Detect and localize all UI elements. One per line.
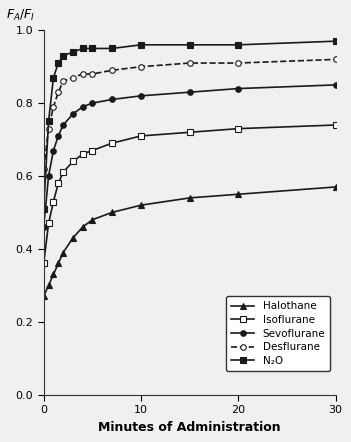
N₂O [90, 46, 94, 51]
Desflurane [110, 68, 114, 73]
Isoflurane [187, 130, 192, 135]
Desflurane [56, 90, 60, 95]
Isoflurane [80, 152, 85, 157]
Desflurane [90, 71, 94, 76]
X-axis label: Minutes of Administration: Minutes of Administration [98, 421, 281, 434]
N₂O [187, 42, 192, 47]
Desflurane [139, 64, 143, 69]
Isoflurane [46, 221, 51, 226]
Sevoflurane [41, 225, 46, 230]
Sevoflurane [61, 122, 65, 128]
Isoflurane [56, 181, 60, 186]
N₂O [110, 46, 114, 51]
Legend: Halothane, Isoflurane, Sevoflurane, Desflurane, N₂O: Halothane, Isoflurane, Sevoflurane, Desf… [226, 296, 330, 371]
Line: Sevoflurane: Sevoflurane [41, 82, 338, 230]
Isoflurane [41, 261, 46, 266]
Halothane [236, 191, 240, 197]
Isoflurane [236, 126, 240, 131]
Sevoflurane [110, 97, 114, 102]
Sevoflurane [71, 111, 75, 117]
Line: N₂O: N₂O [41, 38, 338, 212]
Sevoflurane [139, 93, 143, 99]
Desflurane [71, 75, 75, 80]
N₂O [80, 46, 85, 51]
Text: $F_A/F_I$: $F_A/F_I$ [6, 8, 35, 23]
Halothane [41, 293, 46, 299]
Desflurane [187, 61, 192, 66]
Isoflurane [90, 148, 94, 153]
Halothane [110, 210, 114, 215]
N₂O [61, 53, 65, 58]
N₂O [139, 42, 143, 47]
Desflurane [51, 104, 55, 110]
Desflurane [46, 126, 51, 131]
Line: Desflurane: Desflurane [41, 57, 338, 171]
N₂O [333, 38, 338, 44]
Halothane [333, 184, 338, 190]
Halothane [187, 195, 192, 201]
Isoflurane [110, 141, 114, 146]
Isoflurane [61, 170, 65, 175]
Halothane [51, 272, 55, 277]
Halothane [46, 283, 51, 288]
Line: Halothane: Halothane [41, 184, 338, 299]
Desflurane [236, 61, 240, 66]
Halothane [61, 250, 65, 255]
Isoflurane [51, 199, 55, 204]
Isoflurane [139, 133, 143, 139]
Sevoflurane [51, 148, 55, 153]
Desflurane [61, 79, 65, 84]
Line: Isoflurane: Isoflurane [41, 122, 338, 266]
Desflurane [41, 166, 46, 171]
N₂O [56, 61, 60, 66]
Sevoflurane [56, 133, 60, 139]
Halothane [71, 235, 75, 240]
Isoflurane [333, 122, 338, 128]
N₂O [51, 75, 55, 80]
Sevoflurane [90, 100, 94, 106]
N₂O [41, 206, 46, 211]
Halothane [80, 225, 85, 230]
Sevoflurane [80, 104, 85, 110]
Sevoflurane [333, 82, 338, 88]
N₂O [236, 42, 240, 47]
Halothane [90, 217, 94, 222]
Desflurane [333, 57, 338, 62]
Isoflurane [71, 159, 75, 164]
Halothane [56, 261, 60, 266]
N₂O [46, 119, 51, 124]
Sevoflurane [46, 173, 51, 179]
Sevoflurane [187, 90, 192, 95]
Desflurane [80, 71, 85, 76]
N₂O [71, 50, 75, 55]
Sevoflurane [236, 86, 240, 91]
Halothane [139, 202, 143, 208]
